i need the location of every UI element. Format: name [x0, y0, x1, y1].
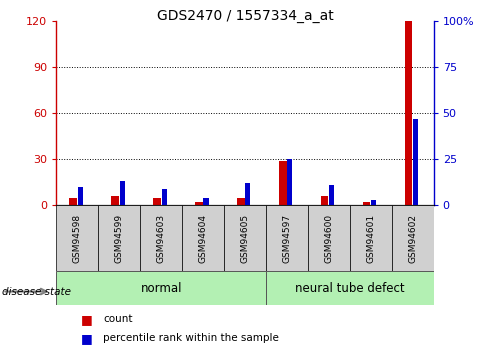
Bar — [266, 205, 308, 271]
Text: neural tube defect: neural tube defect — [295, 282, 405, 295]
Bar — [224, 205, 266, 271]
Bar — [237, 198, 245, 205]
Bar — [405, 21, 412, 205]
Text: ■: ■ — [81, 313, 93, 326]
Bar — [308, 205, 350, 271]
Text: GSM94597: GSM94597 — [282, 214, 292, 263]
Bar — [195, 202, 203, 205]
Text: GSM94605: GSM94605 — [241, 214, 249, 263]
Bar — [392, 205, 434, 271]
Bar — [70, 198, 77, 205]
Bar — [329, 185, 334, 205]
Bar — [56, 271, 266, 305]
Bar — [56, 205, 98, 271]
Bar — [78, 187, 83, 205]
Text: GDS2470 / 1557334_a_at: GDS2470 / 1557334_a_at — [157, 9, 333, 23]
Bar — [350, 205, 392, 271]
Bar — [162, 189, 167, 205]
Text: ■: ■ — [81, 332, 93, 345]
Bar — [371, 200, 376, 205]
Bar — [363, 202, 370, 205]
Bar — [140, 205, 182, 271]
Text: percentile rank within the sample: percentile rank within the sample — [103, 333, 279, 343]
Bar — [287, 159, 293, 205]
Bar — [203, 198, 209, 205]
Text: count: count — [103, 314, 132, 324]
Text: disease state: disease state — [2, 287, 72, 296]
Text: GSM94598: GSM94598 — [73, 214, 82, 263]
Bar — [98, 205, 140, 271]
Text: GSM94603: GSM94603 — [157, 214, 166, 263]
Bar — [120, 181, 124, 205]
Text: GSM94604: GSM94604 — [198, 214, 208, 263]
Bar — [153, 198, 161, 205]
Text: normal: normal — [141, 282, 182, 295]
Text: GSM94599: GSM94599 — [115, 214, 124, 263]
Bar — [245, 183, 250, 205]
Text: GSM94600: GSM94600 — [324, 214, 333, 263]
Bar — [182, 205, 224, 271]
Bar — [266, 271, 434, 305]
Bar — [413, 119, 418, 205]
Bar — [279, 161, 287, 205]
Bar — [111, 196, 119, 205]
Text: GSM94601: GSM94601 — [366, 214, 375, 263]
Bar — [321, 196, 328, 205]
Text: GSM94602: GSM94602 — [408, 214, 417, 263]
